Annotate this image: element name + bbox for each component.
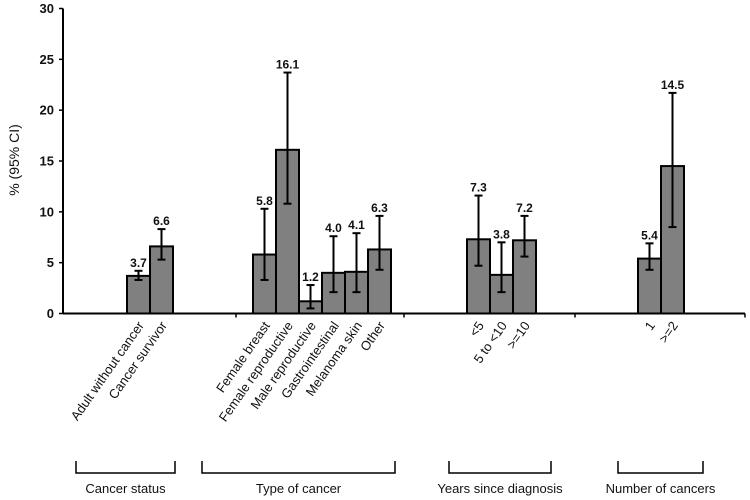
data-label: 7.3 [470, 181, 487, 195]
x-category-label: >=10 [504, 319, 533, 352]
data-label: 5.8 [256, 194, 273, 208]
y-axis-title: % (95% CI) [6, 124, 22, 196]
x-category-label: 1 [642, 319, 658, 334]
data-label: 5.4 [641, 228, 658, 242]
y-tick-label: 25 [40, 52, 54, 67]
group-bracket [617, 461, 704, 474]
data-label: 6.6 [153, 214, 170, 228]
data-label: 1.2 [302, 270, 319, 284]
x-category-label: >=2 [656, 319, 681, 346]
group-bracket [75, 461, 176, 474]
group-bracket [201, 461, 396, 474]
bar [126, 274, 151, 315]
group-brackets: Cancer status Type of cancer Years since d… [75, 461, 716, 496]
x-category-label: Other [357, 318, 388, 354]
group-label: Type of cancer [256, 481, 342, 496]
y-tick-label: 5 [47, 255, 54, 270]
y-tick-label: 20 [40, 103, 54, 118]
group-bracket [448, 461, 552, 474]
data-label: 6.3 [371, 201, 388, 215]
group-label: Cancer status [85, 481, 166, 496]
group-label: Years since diagnosis [437, 481, 563, 496]
data-label: 14.5 [661, 78, 685, 92]
y-tick-label: 10 [40, 204, 54, 219]
group-label: Number of cancers [606, 481, 716, 496]
y-axis: 0 5 10 15 20 25 30 [40, 1, 64, 321]
y-tick-label: 15 [40, 154, 54, 169]
bars: 3.7 6.6 5.8 16.1 1.2 4.0 4.1 6.3 7.3 3.8 7.2 5.4 14.… [126, 58, 685, 315]
data-label: 7.2 [516, 201, 533, 215]
data-label: 3.8 [493, 227, 510, 241]
y-tick-label: 0 [47, 306, 54, 321]
data-label: 4.0 [325, 221, 342, 235]
data-label: 4.1 [348, 218, 365, 232]
data-label: 16.1 [276, 58, 300, 72]
y-tick-label: 30 [40, 1, 54, 16]
x-category-label: <5 [466, 319, 487, 340]
data-label: 3.7 [130, 256, 147, 270]
